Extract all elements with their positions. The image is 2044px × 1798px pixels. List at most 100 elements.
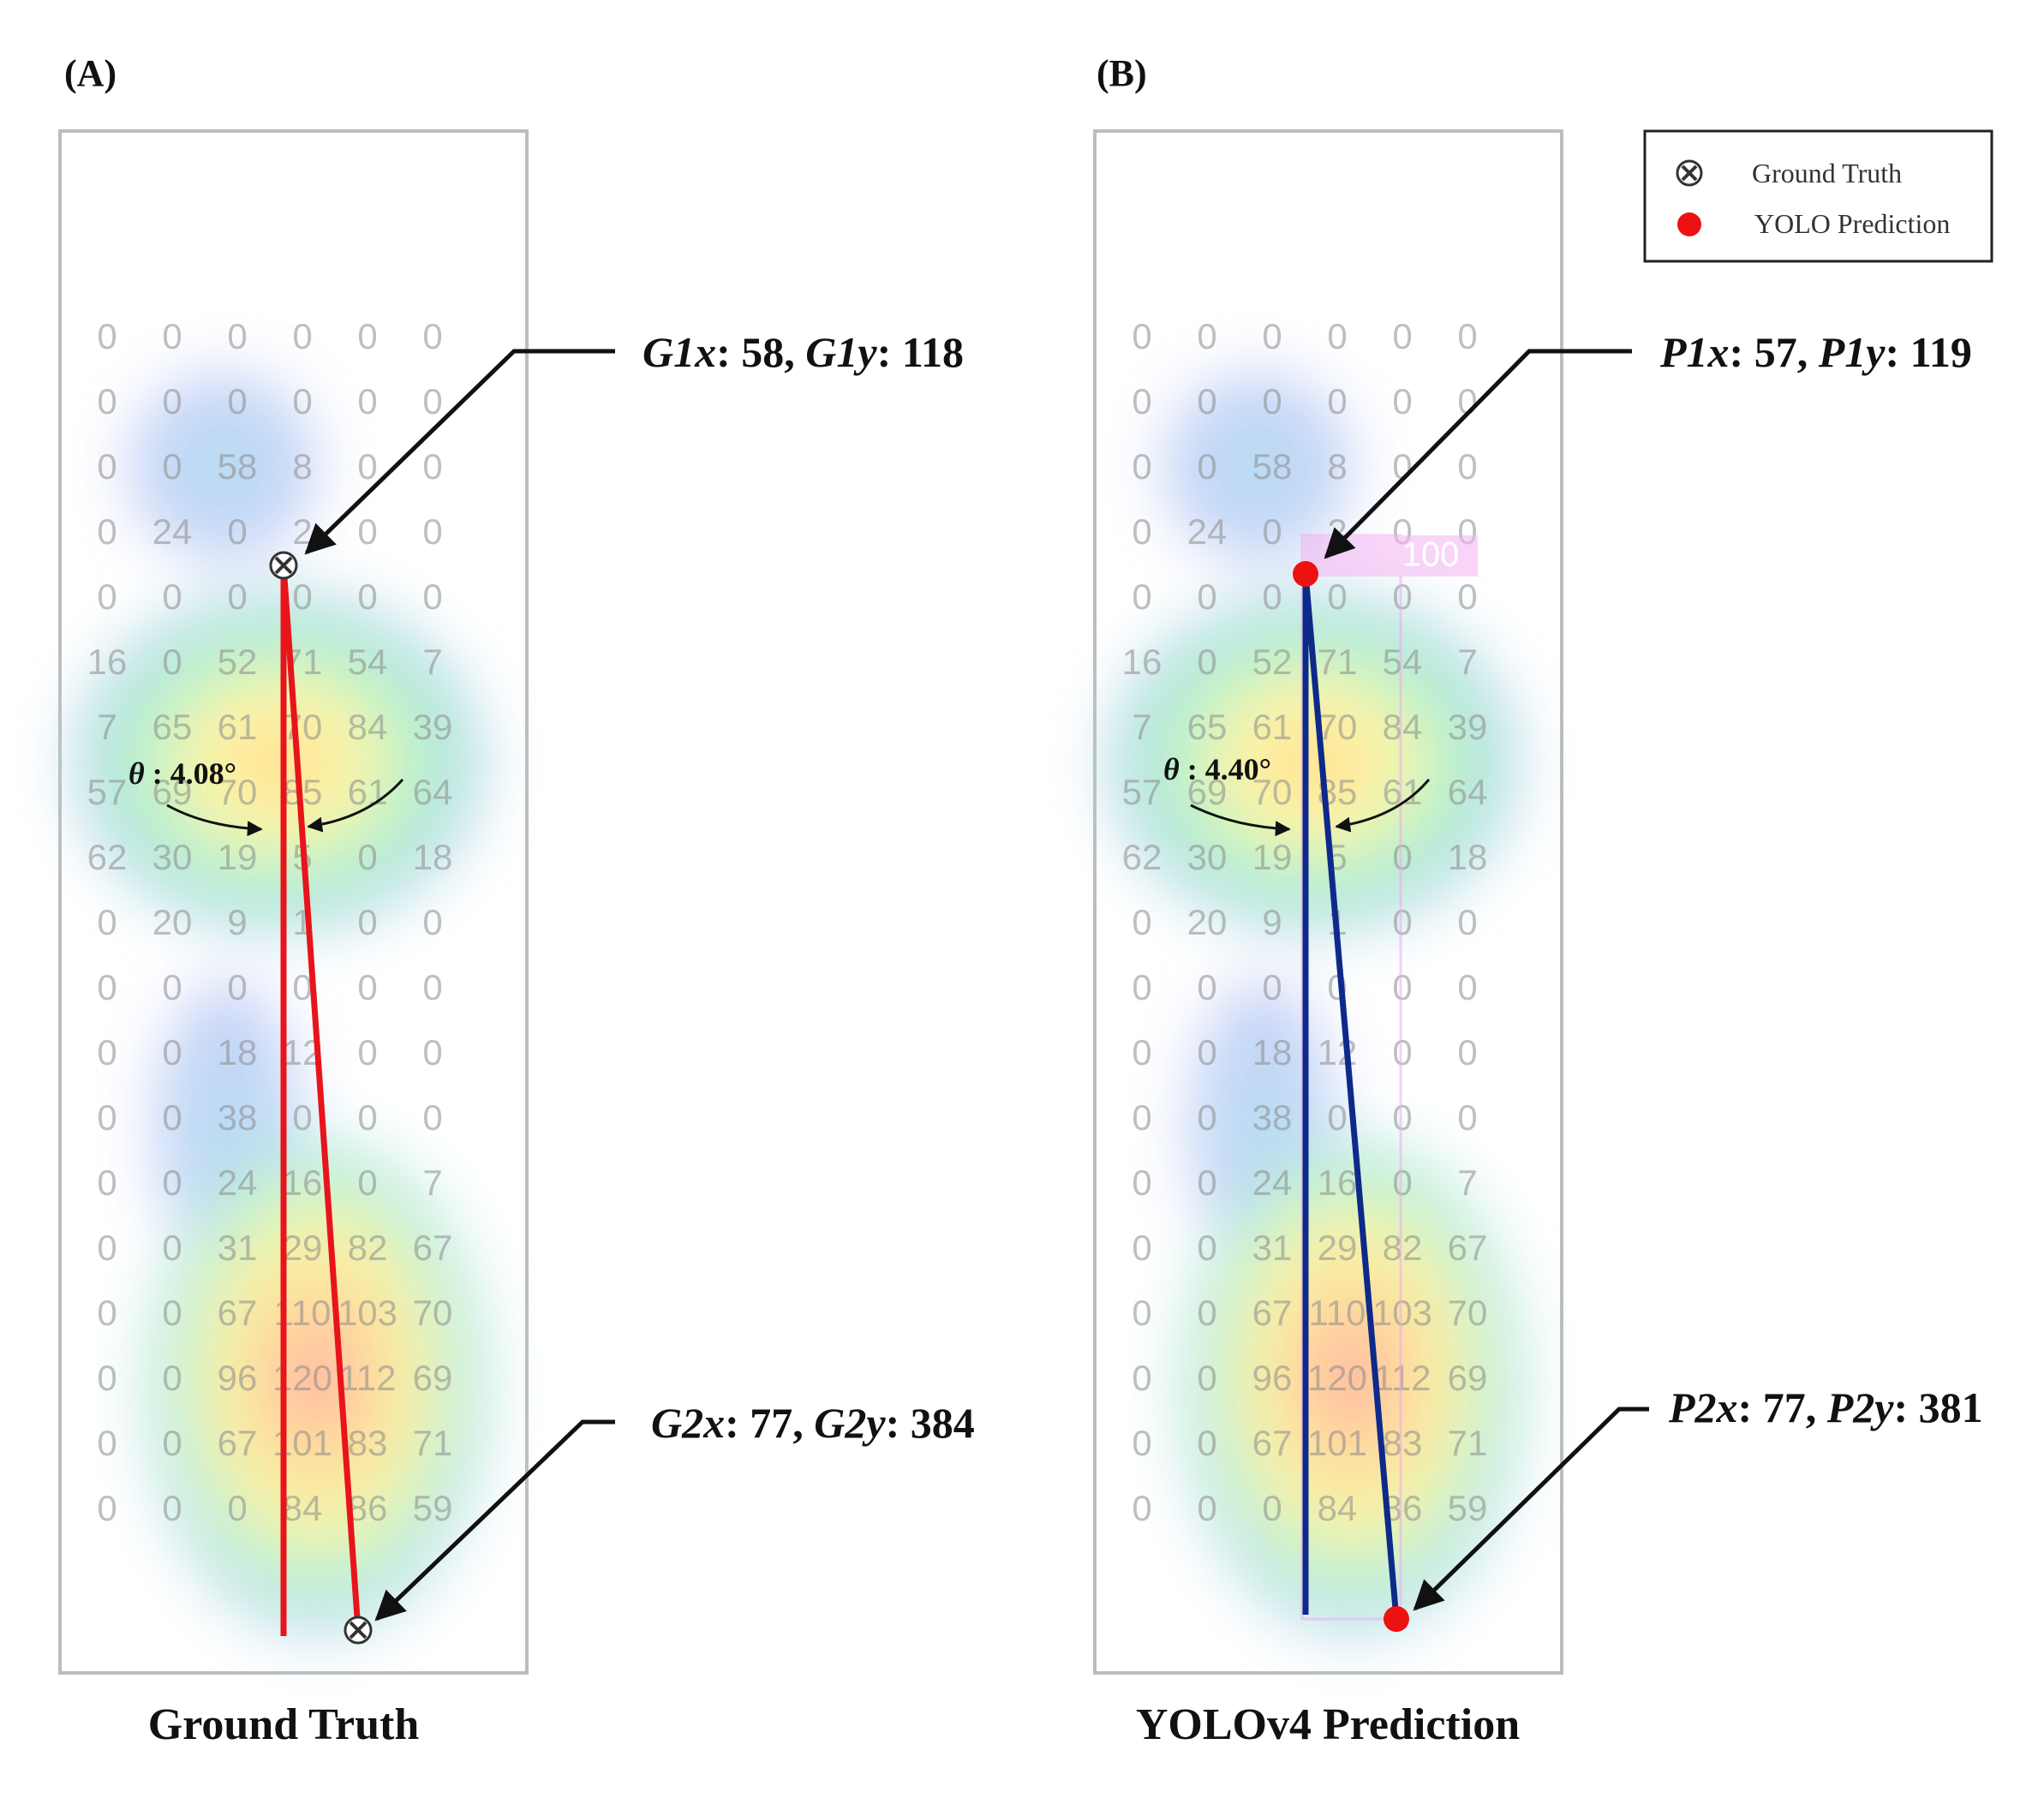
sensor-value: 0 <box>162 446 182 487</box>
sensor-value: 0 <box>1262 511 1282 552</box>
sensor-value: 0 <box>1132 1097 1151 1138</box>
sensor-value: 70 <box>1448 1293 1488 1333</box>
sensor-value: 0 <box>162 1358 182 1398</box>
sensor-value: 120 <box>1307 1358 1367 1398</box>
x-mark-icon <box>344 1616 373 1645</box>
sensor-value: 0 <box>422 381 442 421</box>
red-dot-icon <box>1677 212 1701 236</box>
sensor-value: 0 <box>1327 1097 1347 1138</box>
sensor-value: 30 <box>1187 837 1228 877</box>
sensor-value: 0 <box>1392 576 1412 617</box>
sensor-value: 24 <box>1187 511 1228 552</box>
sensor-value: 8 <box>292 446 312 487</box>
sensor-value: 84 <box>1318 1488 1358 1528</box>
sensor-value: 0 <box>97 1488 117 1528</box>
caption-b: YOLOv4 Prediction <box>1136 1700 1520 1749</box>
sensor-value: 7 <box>422 642 442 682</box>
sensor-value: 69 <box>1448 1358 1488 1398</box>
sensor-value: 0 <box>1197 576 1216 617</box>
detection-box-label: 100 <box>1402 536 1460 574</box>
sensor-value: 7 <box>1457 642 1477 682</box>
sensor-value: 16 <box>283 1162 323 1203</box>
sensor-value: 24 <box>218 1162 258 1203</box>
sensor-value: 0 <box>97 1228 117 1268</box>
sensor-value: 0 <box>162 1228 182 1268</box>
sensor-value: 9 <box>227 902 247 942</box>
sensor-value: 0 <box>1457 576 1477 617</box>
sensor-value: 0 <box>357 576 377 617</box>
sensor-value: 0 <box>1197 1097 1216 1138</box>
sensor-value: 0 <box>292 967 312 1007</box>
x-mark-icon <box>269 551 298 580</box>
sensor-value: 0 <box>357 902 377 942</box>
panel-b: (B) 0 0 0 0 0 00 0 0 0 0 00 0 58 8 0 00 24 0 2 0 00 0 0 0 0 016 0 5… <box>1093 52 1983 1749</box>
angle-arrow-right-b <box>1335 779 1431 833</box>
sensor-value: 112 <box>339 1358 397 1398</box>
callout-top-a: G1x: 58, G1y: 118 <box>642 328 964 376</box>
sensor-value: 0 <box>1132 1293 1151 1333</box>
sensor-value: 0 <box>97 1097 117 1138</box>
sensor-value: 65 <box>152 707 193 747</box>
sensor-value: 61 <box>348 772 388 812</box>
sensor-value: 86 <box>348 1488 388 1528</box>
sensor-value: 54 <box>1383 642 1423 682</box>
sensor-value: 0 <box>1197 446 1216 487</box>
sensor-value: 19 <box>1252 837 1293 877</box>
sensor-value: 0 <box>292 1097 312 1138</box>
sensor-value: 0 <box>292 316 312 356</box>
sensor-value: 69 <box>152 772 193 812</box>
sensor-value: 0 <box>357 511 377 552</box>
sensor-value: 0 <box>1392 381 1412 421</box>
body-axis-line-a <box>280 564 362 1631</box>
sensor-value: 0 <box>1262 1488 1282 1528</box>
sensor-value: 0 <box>1197 1488 1216 1528</box>
sensor-value: 67 <box>218 1293 258 1333</box>
sensor-value: 0 <box>357 316 377 356</box>
sensor-value: 20 <box>152 902 193 942</box>
sensor-value: 54 <box>348 642 388 682</box>
detection-box: 100 <box>1300 534 1478 1621</box>
callout-arrow-top-a <box>304 349 615 555</box>
sensor-value: 0 <box>1132 1032 1151 1072</box>
sensor-value: 0 <box>1132 902 1151 942</box>
sensor-value: 0 <box>422 1097 442 1138</box>
sensor-value: 0 <box>1262 381 1282 421</box>
caption-a: Ground Truth <box>148 1700 420 1749</box>
panel-a-tag: (A) <box>64 52 117 94</box>
sensor-value: 0 <box>1457 1032 1477 1072</box>
sensor-value: 61 <box>1252 707 1293 747</box>
sensor-value: 82 <box>1383 1228 1423 1268</box>
sensor-value: 0 <box>97 1293 117 1333</box>
sensor-value: 7 <box>1457 1162 1477 1203</box>
sensor-value: 0 <box>1132 316 1151 356</box>
sensor-value: 0 <box>1392 316 1412 356</box>
sensor-value: 84 <box>283 1488 323 1528</box>
sensor-value: 39 <box>413 707 453 747</box>
sensor-value: 31 <box>218 1228 258 1268</box>
sensor-value: 0 <box>97 381 117 421</box>
sensor-value: 0 <box>422 1032 442 1072</box>
angle-label-b: θ : 4.40° <box>1163 752 1271 786</box>
sensor-value: 0 <box>357 1097 377 1138</box>
sensor-value: 0 <box>357 837 377 877</box>
sensor-value: 0 <box>1197 1358 1216 1398</box>
sensor-value: 103 <box>1372 1293 1432 1333</box>
sensor-value: 0 <box>227 576 247 617</box>
sensor-value: 0 <box>1262 967 1282 1007</box>
sensor-value: 0 <box>162 1488 182 1528</box>
sensor-value: 18 <box>1448 837 1488 877</box>
sensor-value: 0 <box>227 1488 247 1528</box>
sensor-value: 62 <box>1122 837 1162 877</box>
sensor-value: 67 <box>1448 1228 1488 1268</box>
sensor-value: 0 <box>162 967 182 1007</box>
sensor-value: 0 <box>357 381 377 421</box>
sensor-value: 0 <box>1327 316 1347 356</box>
callout-arrow-bottom-b <box>1413 1407 1649 1611</box>
sensor-value: 0 <box>97 1162 117 1203</box>
callout-top-b: P1x: 57, P1y: 119 <box>1659 328 1972 376</box>
sensor-value: 38 <box>1252 1097 1293 1138</box>
callout-bottom-b: P2x: 77, P2y: 381 <box>1668 1383 1983 1431</box>
sensor-value: 16 <box>1122 642 1162 682</box>
sensor-value: 0 <box>1197 316 1216 356</box>
